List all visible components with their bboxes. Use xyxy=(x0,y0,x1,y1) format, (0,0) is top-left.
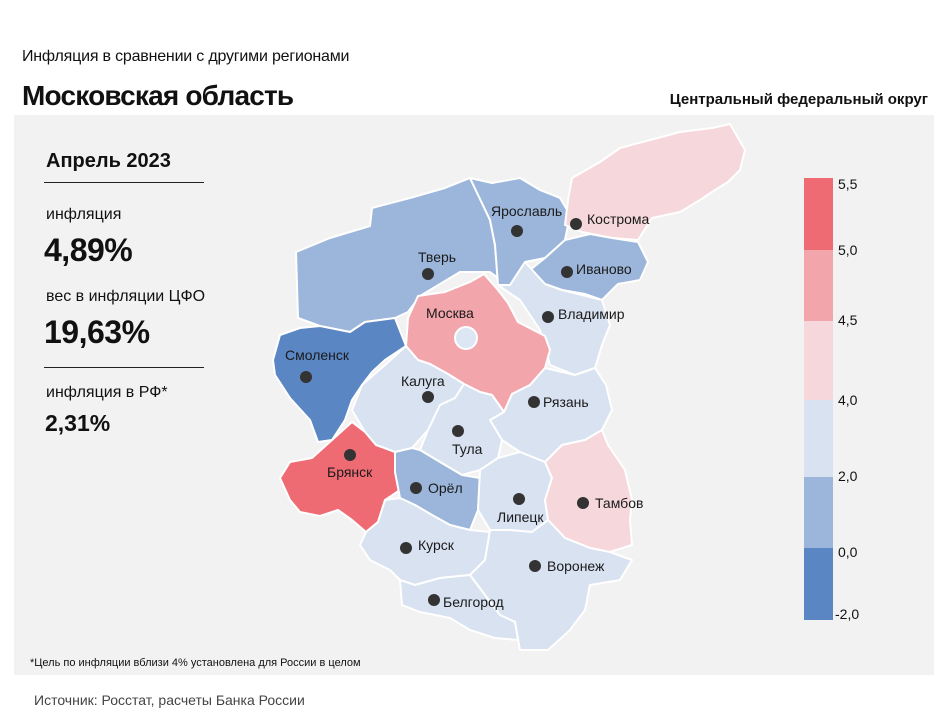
footnote: *Цель по инфляции вблизи 4% установлена … xyxy=(30,657,361,669)
region-tambov[interactable] xyxy=(544,429,633,553)
city-label-kaluga: Калуга xyxy=(401,373,445,389)
city-label-orel: Орёл xyxy=(428,480,463,496)
divider xyxy=(44,367,204,368)
city-label-belgorod: Белгород xyxy=(443,594,504,610)
city-marker-voronezh xyxy=(529,560,541,572)
city-marker-kaluga xyxy=(422,391,434,403)
legend-colorbar xyxy=(804,178,833,620)
district-title: Центральный федеральный округ xyxy=(669,91,928,108)
divider xyxy=(44,182,204,183)
legend-swatch-4-4.5 xyxy=(804,321,833,400)
source-note: Источник: Росстат, расчеты Банка России xyxy=(34,692,305,708)
city-label-yaroslavl: Ярославль xyxy=(491,203,562,219)
inflation-value: 4,89% xyxy=(44,232,133,268)
city-marker-kostroma xyxy=(570,218,582,230)
period-label: Апрель 2023 xyxy=(46,150,171,172)
city-marker-tver xyxy=(422,268,434,280)
city-marker-tambov xyxy=(577,497,589,509)
legend-swatch-neg2-0 xyxy=(804,548,833,620)
city-label-voronezh: Воронеж xyxy=(547,558,605,574)
legend-tick: 2,0 xyxy=(838,468,858,484)
legend-swatch-5-5.5 xyxy=(804,178,833,250)
inflation-label: инфляция xyxy=(46,206,122,223)
legend-tick: 0,0 xyxy=(838,544,858,560)
weight-value: 19,63% xyxy=(44,314,150,350)
city-label-tver: Тверь xyxy=(418,249,456,265)
city-marker-orel xyxy=(410,482,422,494)
region-vladimir[interactable] xyxy=(497,261,611,376)
city-label-kursk: Курск xyxy=(418,537,455,553)
chart-subtitle: Инфляция в сравнении с другими регионами xyxy=(22,48,350,65)
city-label-lipetsk: Липецк xyxy=(497,509,544,525)
city-label-moscow: Москва xyxy=(426,305,474,321)
legend-tick: 4,5 xyxy=(838,312,858,328)
city-marker-moscow xyxy=(454,326,478,350)
city-marker-vladimir xyxy=(542,311,554,323)
legend-tick: 5,5 xyxy=(838,176,858,192)
legend-tick: 4,0 xyxy=(838,392,858,408)
city-marker-yaroslavl xyxy=(511,225,523,237)
region-belgorod[interactable] xyxy=(399,574,519,641)
rf-inflation-label: инфляция в РФ* xyxy=(46,384,168,401)
city-label-ivanovo: Иваново xyxy=(576,261,632,277)
legend-swatch-2-4 xyxy=(804,400,833,477)
city-marker-ivanovo xyxy=(561,266,573,278)
city-label-bryansk: Брянск xyxy=(327,464,373,480)
city-marker-tula xyxy=(452,425,464,437)
city-marker-ryazan xyxy=(528,396,540,408)
legend-tick: -2,0 xyxy=(835,606,860,622)
weight-label: вес в инфляции ЦФО xyxy=(46,288,206,305)
rf-inflation-value: 2,31% xyxy=(45,410,111,436)
city-marker-belgorod xyxy=(428,594,440,606)
city-marker-kursk xyxy=(400,542,412,554)
city-label-tambov: Тамбов xyxy=(595,495,643,511)
city-marker-lipetsk xyxy=(513,493,525,505)
city-marker-smolensk xyxy=(300,371,312,383)
region-kostroma[interactable] xyxy=(564,123,746,241)
region-kaluga[interactable] xyxy=(351,345,465,453)
city-label-vladimir: Владимир xyxy=(558,306,625,322)
city-label-ryazan: Рязань xyxy=(543,394,589,410)
city-marker-bryansk xyxy=(344,449,356,461)
page-title: Московская область xyxy=(22,80,294,111)
legend-tick: 5,0 xyxy=(838,242,858,258)
city-label-tula: Тула xyxy=(452,441,483,457)
legend-swatch-0-2 xyxy=(804,477,833,548)
city-label-smolensk: Смоленск xyxy=(285,347,350,363)
city-label-kostroma: Кострома xyxy=(587,211,650,227)
legend-swatch-4.5-5 xyxy=(804,250,833,321)
